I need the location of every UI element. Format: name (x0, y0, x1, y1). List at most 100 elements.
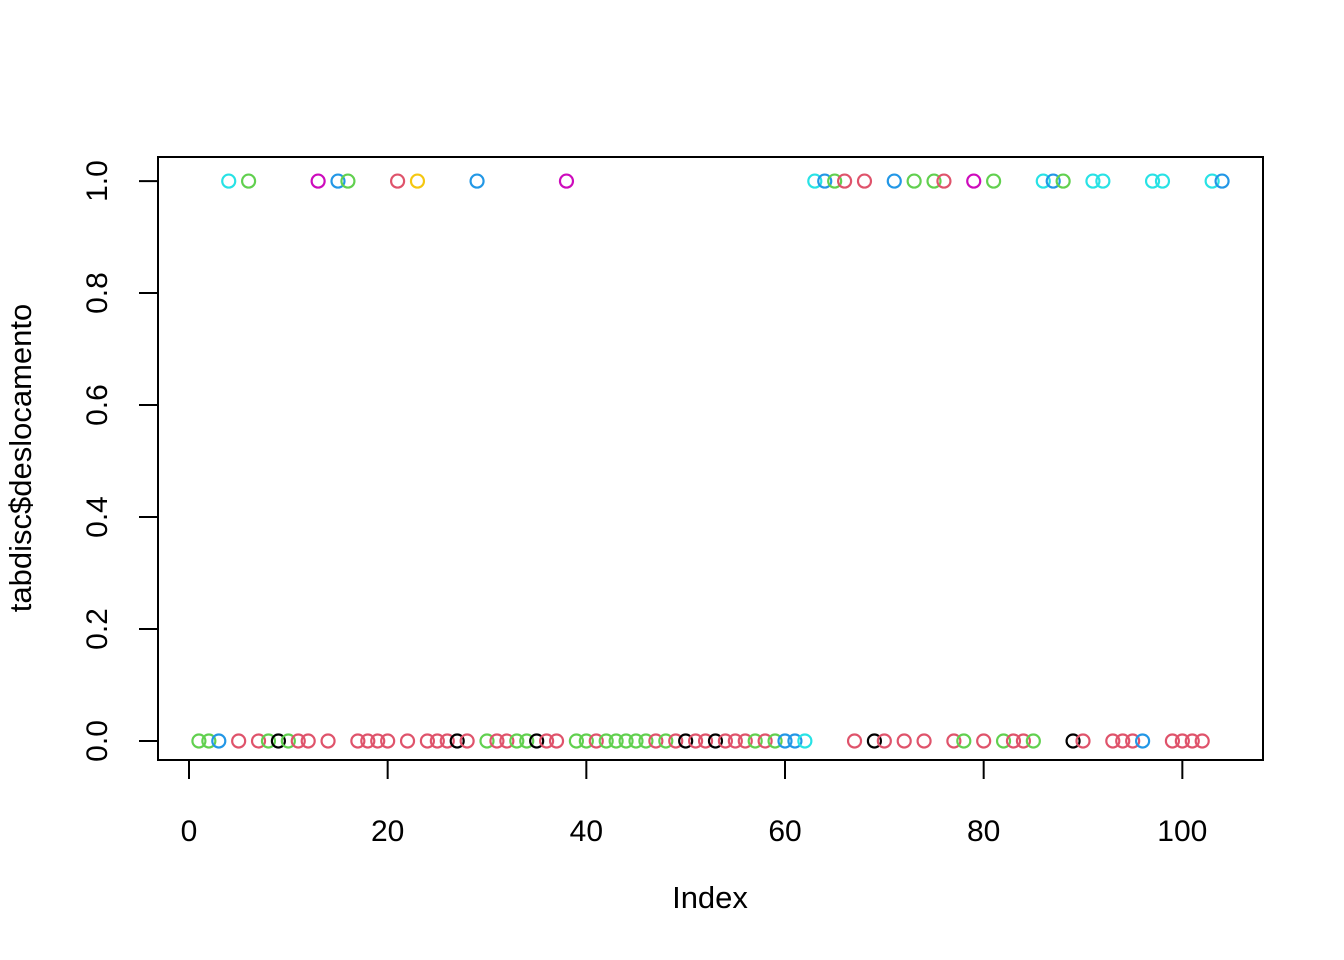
x-axis-title: Index (672, 880, 748, 915)
y-tick-label: 0.6 (81, 384, 114, 426)
data-point (1095, 173, 1111, 189)
data-point (270, 733, 286, 749)
data-point (767, 733, 783, 749)
data-point (896, 733, 912, 749)
data-point (300, 733, 316, 749)
data-point (906, 173, 922, 189)
x-tick-label: 40 (570, 815, 603, 848)
data-point (658, 733, 674, 749)
data-point (1025, 733, 1041, 749)
data-point (370, 733, 386, 749)
data-point (648, 733, 664, 749)
data-point (1085, 173, 1101, 189)
data-point (529, 733, 545, 749)
y-tick-label: 0.0 (81, 720, 114, 762)
data-point (1194, 733, 1210, 749)
data-point (638, 733, 654, 749)
data-point (966, 173, 982, 189)
data-point (717, 733, 734, 749)
data-point (727, 733, 743, 749)
data-point (499, 733, 515, 749)
data-point (936, 173, 952, 189)
data-point (707, 733, 724, 749)
data-point (1164, 733, 1181, 749)
y-axis-title: tabdisc$deslocamento (3, 304, 38, 612)
data-point (668, 733, 684, 749)
x-tick-label: 100 (1157, 815, 1207, 848)
data-point (260, 733, 277, 749)
data-point (489, 733, 505, 749)
data-point (807, 173, 823, 189)
data-point (389, 173, 406, 189)
data-point (1115, 733, 1131, 749)
data-point (191, 733, 207, 749)
data-point (946, 733, 962, 749)
y-tick-label: 0.8 (81, 272, 114, 314)
data-point (409, 173, 426, 189)
plot-border (157, 156, 1264, 761)
data-point (1005, 733, 1022, 749)
data-point (886, 173, 902, 189)
data-point (1015, 733, 1032, 749)
data-point (231, 733, 247, 749)
data-point (1045, 173, 1061, 189)
data-point (419, 733, 435, 749)
data-point (956, 733, 972, 749)
data-point (697, 733, 714, 749)
data-point (916, 733, 932, 749)
data-point (598, 733, 614, 749)
data-point (866, 733, 883, 749)
data-point (1125, 733, 1141, 749)
data-point (240, 173, 257, 189)
x-axis-tick-labels: 0 20 40 60 80 100 (181, 815, 1208, 848)
data-point (757, 733, 773, 749)
data-point (1065, 733, 1081, 749)
y-tick-label: 0.2 (81, 608, 114, 650)
data-point (787, 733, 803, 749)
data-point (211, 733, 227, 749)
data-point (777, 733, 793, 749)
x-tick-label: 20 (371, 815, 404, 848)
data-point (856, 173, 873, 189)
y-axis-tick-labels: 0.0 0.2 0.4 0.6 0.8 1.0 (81, 160, 114, 762)
data-point (380, 733, 396, 749)
data-point (538, 733, 555, 749)
data-point (290, 733, 306, 749)
data-point (429, 733, 445, 749)
data-point (1204, 173, 1220, 189)
x-axis-ticks (187, 761, 1184, 779)
y-tick-label: 1.0 (81, 160, 114, 202)
data-point (747, 733, 763, 749)
data-point (1035, 173, 1051, 189)
data-point (280, 733, 296, 749)
data-point (1144, 173, 1161, 189)
data-point (439, 733, 455, 749)
data-point (797, 733, 813, 749)
y-tick-label: 0.4 (81, 496, 114, 538)
data-point (320, 733, 336, 749)
x-tick-label: 0 (181, 815, 198, 848)
data-point (817, 173, 833, 189)
data-point (1184, 733, 1200, 749)
data-point (846, 733, 863, 749)
data-point (926, 173, 942, 189)
data-point (578, 733, 594, 749)
data-point (509, 733, 525, 749)
data-point (449, 733, 465, 749)
data-points (191, 173, 1230, 749)
data-point (201, 733, 217, 749)
data-point (1154, 173, 1171, 189)
data-point (568, 733, 584, 749)
data-point (876, 733, 892, 749)
data-point (360, 733, 376, 749)
data-point (737, 733, 753, 749)
data-point (687, 733, 704, 749)
data-point (588, 733, 604, 749)
data-point (827, 173, 843, 189)
data-point (1055, 173, 1071, 189)
data-point (558, 173, 575, 189)
data-point (1105, 733, 1121, 749)
data-point (548, 733, 565, 749)
